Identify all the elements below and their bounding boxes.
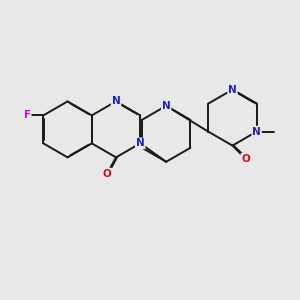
Text: N: N xyxy=(136,138,145,148)
Text: N: N xyxy=(228,85,237,94)
Text: N: N xyxy=(112,96,120,106)
Text: O: O xyxy=(241,154,250,164)
Text: N: N xyxy=(252,127,261,136)
Text: O: O xyxy=(103,169,112,178)
Text: N: N xyxy=(162,101,171,111)
Text: F: F xyxy=(24,110,31,120)
